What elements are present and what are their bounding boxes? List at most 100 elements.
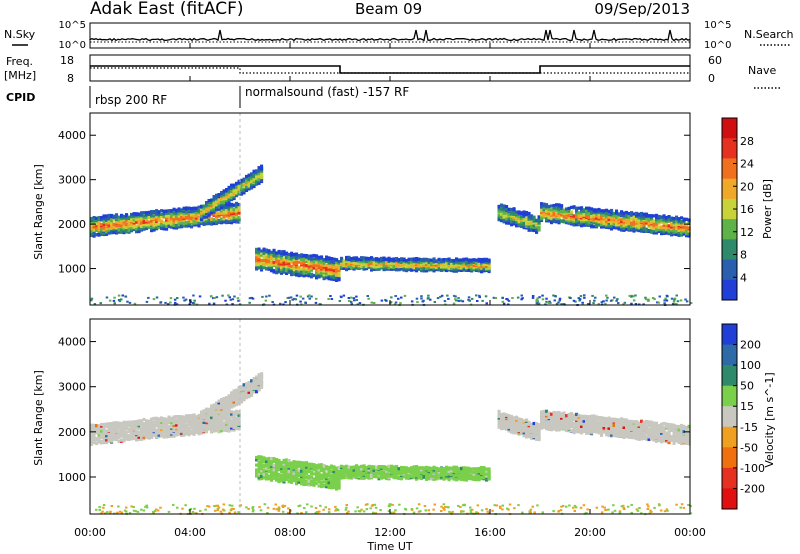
echo-cell	[327, 277, 331, 281]
near-range-cell	[676, 300, 680, 303]
echo-cell	[592, 214, 596, 218]
echo-cell	[92, 232, 96, 236]
echo-cell	[175, 415, 179, 419]
echo-cell	[337, 265, 341, 269]
echo-cell	[90, 232, 94, 236]
echo-cell	[605, 214, 609, 218]
echo-cell	[162, 434, 166, 438]
echo-cell	[362, 267, 366, 271]
velocity-echo-cells	[90, 372, 693, 516]
echo-cell	[512, 211, 516, 215]
near-range-cell	[262, 303, 266, 306]
echo-cell	[170, 416, 174, 420]
echo-cell	[645, 217, 649, 221]
echo-cell	[595, 208, 599, 212]
echo-cell	[425, 269, 429, 273]
echo-cell	[205, 220, 209, 224]
near-range-cell	[505, 298, 508, 300]
echo-cell	[117, 230, 121, 234]
echo-cell	[625, 224, 629, 229]
noise-sky-trace	[89, 29, 691, 42]
echo-cell	[152, 214, 156, 218]
echo-cell	[160, 420, 164, 424]
echo-cell	[637, 215, 641, 219]
echo-cell	[610, 208, 614, 213]
echo-cell	[600, 217, 604, 221]
echo-cell	[252, 379, 256, 384]
echo-cell	[145, 211, 149, 215]
echo-cell	[155, 419, 159, 423]
echo-cell	[185, 416, 189, 420]
near-range-cell	[231, 298, 235, 301]
echo-cell	[180, 424, 184, 428]
echo-cell	[155, 218, 159, 222]
echo-cell	[545, 212, 549, 216]
near-range-cell	[467, 296, 471, 299]
echo-cell	[442, 258, 446, 262]
echo-cell	[267, 249, 271, 253]
echo-cell	[232, 196, 236, 201]
echo-cell	[615, 211, 619, 215]
near-range-cell	[301, 297, 305, 300]
echo-cell	[275, 473, 279, 477]
echo-cell	[127, 434, 131, 438]
near-range-cell	[492, 296, 496, 299]
echo-cell	[95, 219, 99, 223]
echo-cell	[330, 270, 334, 274]
echo-cell	[435, 259, 439, 263]
near-range-cell	[152, 298, 156, 301]
echo-cell	[660, 225, 664, 229]
echo-cell	[250, 385, 254, 389]
echo-cell	[255, 169, 259, 173]
echo-cell	[242, 188, 246, 192]
echo-cell	[122, 214, 126, 218]
echo-cell	[542, 202, 546, 206]
echo-cell	[182, 419, 186, 423]
echo-cell	[242, 387, 246, 391]
echo-cell	[342, 259, 346, 263]
echo-cell	[215, 202, 219, 206]
echo-cell	[280, 256, 284, 260]
echo-cell	[205, 215, 209, 219]
echo-cell	[657, 227, 661, 231]
echo-cell	[265, 255, 269, 259]
echo-cell	[187, 208, 191, 212]
echo-cell	[157, 433, 161, 437]
echo-cell	[242, 191, 246, 195]
echo-cell	[195, 417, 199, 421]
near-range-cell	[117, 299, 121, 301]
echo-cell	[397, 262, 401, 266]
echo-cell	[377, 264, 381, 269]
echo-cell	[582, 222, 586, 227]
echo-cell	[525, 221, 529, 225]
echo-cell	[530, 219, 534, 223]
echo-cell	[652, 223, 656, 227]
echo-cell	[260, 258, 264, 263]
echo-cell	[97, 426, 101, 430]
echo-cell	[322, 265, 326, 269]
echo-cell	[102, 433, 106, 438]
echo-cell	[642, 214, 646, 218]
echo-cell	[95, 424, 99, 428]
echo-cell	[90, 440, 94, 444]
echo-cell	[330, 257, 334, 261]
echo-cell	[165, 218, 169, 222]
echo-cell	[325, 257, 329, 261]
echo-cell	[277, 260, 281, 264]
echo-cell	[267, 266, 271, 270]
echo-cell	[135, 212, 139, 216]
echo-cell	[150, 417, 154, 421]
echo-cell	[602, 220, 606, 224]
echo-cell	[130, 420, 134, 424]
near-range-cell	[446, 294, 449, 297]
echo-cell	[357, 265, 361, 269]
echo-cell	[125, 420, 129, 424]
echo-cell	[115, 217, 119, 221]
near-range-cell	[198, 295, 202, 298]
echo-cell	[185, 427, 189, 431]
echo-cell	[545, 203, 549, 207]
echo-cell	[365, 256, 369, 260]
echo-cell	[340, 258, 344, 262]
near-range-cell	[193, 299, 196, 302]
echo-cell	[135, 435, 139, 439]
